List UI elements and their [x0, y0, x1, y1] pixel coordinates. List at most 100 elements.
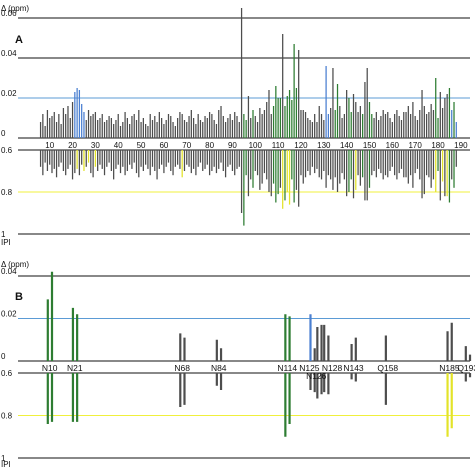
panel-b-top-bar [71, 307, 75, 361]
panel-a-top-bar [154, 116, 156, 138]
panel-a-bottom-bar [243, 150, 245, 226]
panel-a-top-bar [444, 98, 446, 138]
panel-a-top-bar [332, 68, 334, 138]
panel-a-top-bar [124, 112, 126, 138]
panel-a-xtick-label: 160 [386, 141, 400, 150]
panel-a-top-bar [350, 112, 352, 138]
panel-a-top-bar [300, 110, 302, 138]
panel-b-residue-label: Q193 [457, 363, 475, 373]
panel-a-top-bar [403, 112, 405, 138]
panel-a-bottom-bar [263, 150, 266, 174]
panel-a-bottom-bar [346, 150, 348, 197]
panel-a-top-bar [266, 102, 268, 138]
panel-a-top-bar [428, 112, 430, 138]
panel-a-bottom-bar [224, 150, 227, 178]
panel-a-bottom-ytick-label: 0.6 [1, 146, 13, 155]
panel-a-bottom-bar [179, 150, 181, 169]
panel-b-bottom-bar [288, 373, 291, 424]
panel-a-top-bar [115, 120, 117, 138]
panel-a-bottom-bar [211, 150, 213, 171]
panel-a-bottom-bar [222, 150, 224, 171]
panel-a-top-bar [227, 118, 229, 138]
panel-b-bottom-bar [316, 373, 319, 399]
panel-a-bottom-bar [87, 150, 90, 163]
panel-a-bottom-bar [78, 150, 81, 176]
panel-a-bottom-bar [350, 150, 352, 180]
panel-a-bottom-bar [298, 150, 300, 207]
panel-a-bottom-bar [142, 150, 144, 171]
panel-a-bottom-bar [39, 150, 42, 167]
panel-a-top-bar [142, 118, 144, 138]
panel-a-top-bar [97, 120, 99, 138]
panel-a-bottom-bar [197, 150, 199, 167]
panel-a-top-bar [195, 124, 197, 138]
panel-a-bottom-bar [352, 150, 355, 199]
panel-a-top-bar [245, 120, 247, 138]
panel-b-top-bar [179, 333, 182, 361]
panel-a-bottom-bar [51, 150, 53, 174]
panel-a-bottom-bar [400, 150, 403, 169]
panel-a-bottom-bar [330, 150, 332, 180]
panel-a-top-bar [330, 108, 332, 138]
panel-a-top-bar [192, 118, 195, 138]
panel-b-bottom-bar [468, 373, 472, 378]
panel-a-top-bar [58, 114, 60, 138]
panel-a-bottom-bar [412, 150, 414, 188]
panel-b-bottom-bar [464, 373, 467, 382]
panel-a-bottom-bar [348, 150, 350, 192]
panel-a-xtick-label: 190 [454, 141, 468, 150]
panel-a-bottom-bar [311, 150, 314, 167]
panel-a-top-bars [39, 8, 457, 138]
panel-a-bottom-bar [275, 150, 277, 203]
panel-a-top-bar [103, 122, 106, 138]
panel-b-residue-label: N126 [306, 371, 327, 381]
panel-a-top-bar [348, 98, 350, 138]
panel-a-bottom-bar [67, 150, 69, 169]
panel-a-bottom-bar [90, 150, 92, 174]
panel-b-top-bar [284, 314, 287, 361]
panel-a-bottom-bar [227, 150, 229, 167]
panel-a-top-bar [172, 122, 174, 138]
panel-a-top-bar [254, 116, 256, 138]
panel-a-bottom-bar [355, 150, 357, 190]
panel-a-bottom-bar [147, 150, 149, 169]
panel-a-top-bar [161, 118, 163, 138]
panel-a-top-bar [90, 116, 92, 138]
panel-a-top-bar [46, 110, 49, 138]
panel-a-bottom-bar [378, 150, 380, 169]
panel-a-bottom-bar [254, 150, 256, 171]
panel-a-bottom-bar [256, 150, 259, 176]
panel-b-top-bar [446, 331, 449, 361]
panel-b-top-ytick-label: 0.04 [1, 267, 17, 276]
panel-b: Δ (ppm) B IPI 0 0.02 0.04 0.6 0.8 1 N10 N21 N68… [1, 260, 475, 469]
panel-a-bottom-bar [391, 150, 393, 167]
panel-a-xtick-label: 40 [114, 141, 123, 150]
panel-a-top-bar [298, 50, 300, 138]
panel-a-bottom-ytick-label: 1 [1, 230, 6, 239]
panel-a-top-bar [138, 110, 140, 138]
panel-a-bottom-bar [277, 150, 279, 195]
panel-a-top-bar [234, 112, 236, 138]
panel-b-bottom-bar [327, 373, 330, 395]
panel-a-bottom-bar [204, 150, 206, 169]
panel-a-top-bar [435, 78, 437, 138]
panel-a-top-bar [238, 122, 240, 138]
panel-a-xtick-label: 170 [408, 141, 422, 150]
panel-a-bottom-bar [270, 150, 272, 197]
panel-a-top-ytick-label: 0 [1, 129, 6, 138]
panel-a-top-bar [393, 114, 396, 138]
panel-b-top-bar [50, 271, 54, 361]
panel-a-bottom-bar [208, 150, 211, 176]
panel-a-bottom-bar [76, 150, 78, 169]
panel-a-top-bar [455, 122, 457, 138]
panel-a-bottom-bar [195, 150, 197, 176]
panel-a-top-bar [364, 82, 366, 138]
panel-a-bottom-bar [314, 150, 316, 174]
panel-a-top-bar [78, 90, 81, 138]
panel-a-bottom-bar [170, 150, 172, 171]
panel-a-top-bar [39, 122, 42, 138]
panel-a-bottom-bar [373, 150, 375, 171]
panel-a-top-bar [336, 84, 339, 138]
panel-a-top-bar [268, 90, 270, 138]
panel-b-bars [46, 271, 472, 437]
